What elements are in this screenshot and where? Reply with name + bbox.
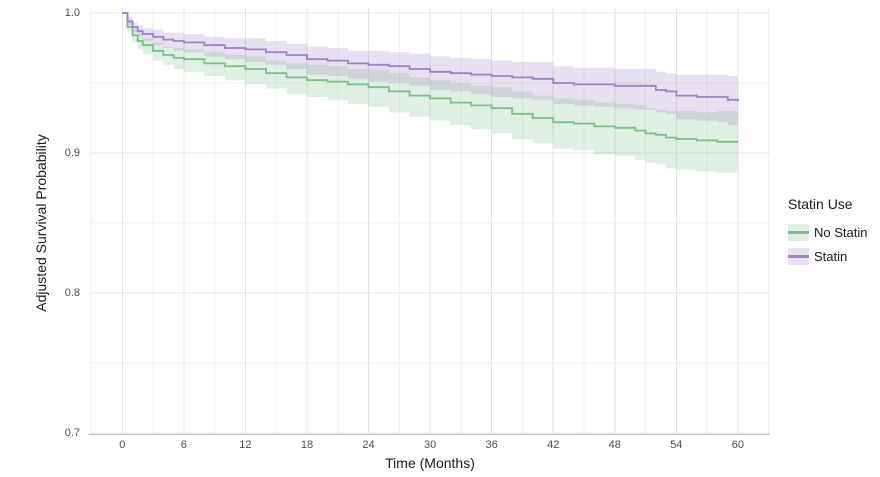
x-axis-title: Time (Months): [385, 455, 475, 471]
x-tick-label: 18: [300, 439, 314, 451]
x-tick-label: 24: [362, 439, 375, 451]
survival-curve-no-statin: [122, 12, 738, 143]
legend-key-statin-swatch: [788, 248, 809, 265]
y-tick-label: 0.9: [64, 147, 80, 159]
legend: Statin Use No Statin Statin: [788, 196, 867, 272]
x-tick-label: 54: [670, 439, 683, 451]
x-tick-label: 12: [239, 439, 252, 451]
legend-item-no-statin: No Statin: [788, 224, 867, 241]
y-axis-title: Adjusted Survival Probability: [33, 134, 49, 312]
legend-key-no-statin-line-icon: [788, 231, 809, 234]
ci-ribbon-no-statin: [122, 13, 738, 174]
legend-label-statin: Statin: [814, 249, 848, 264]
x-tick-label: 0: [119, 439, 126, 451]
x-tick-label: 48: [608, 439, 621, 451]
grid-major-lines: [90, 8, 770, 435]
x-tick-label: 30: [423, 439, 437, 451]
y-tick-label: 1.0: [64, 7, 80, 19]
legend-label-no-statin: No Statin: [814, 225, 868, 240]
legend-item-statin: Statin: [788, 248, 867, 265]
legend-title: Statin Use: [788, 196, 853, 212]
legend-key-statin-line-icon: [788, 255, 809, 258]
y-tick-label: 0.8: [64, 287, 80, 299]
x-tick-label: 60: [731, 439, 745, 451]
survival-curve-statin: [122, 12, 739, 102]
x-tick-label: 6: [180, 439, 187, 451]
survival-curves: [122, 12, 739, 143]
x-tick-label: 42: [547, 439, 560, 451]
y-tick-label: 0.7: [64, 427, 80, 439]
x-tick-label: 36: [485, 439, 498, 451]
legend-key-no-statin-swatch: [788, 224, 809, 241]
